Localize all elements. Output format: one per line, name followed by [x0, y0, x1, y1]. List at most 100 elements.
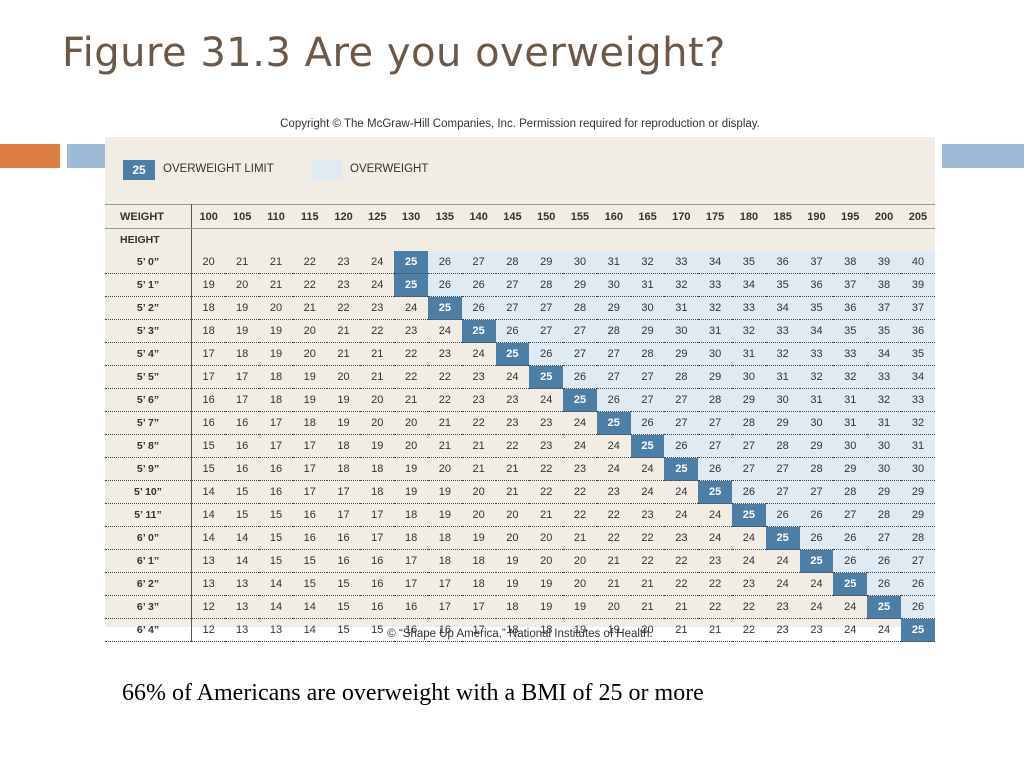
bmi-cell: 17: [259, 434, 293, 458]
table-row: 6’ 2” 13 13 14 15 15 16 17 17 18 19 19 20 21 21 22 22 23 2…: [105, 572, 935, 596]
bmi-cell: 29: [765, 411, 800, 435]
bmi-cell: 16: [360, 595, 395, 619]
bmi-cell: 34: [867, 342, 901, 366]
bmi-cell: 24: [394, 296, 428, 320]
bmi-limit-cell: 25: [596, 411, 631, 435]
table-row: 5’ 3” 18 19 19 20 21 22 23 24 25 26 27 27 28 29 30 31 32 3…: [105, 319, 935, 343]
table-row: 6’ 3” 12 13 14 14 15 16 16 17 17 18 19 19 20 21 21 22 22 2…: [105, 595, 935, 619]
bmi-cell: 19: [225, 319, 260, 343]
bmi-cell: 27: [495, 296, 530, 320]
bmi-cell: 20: [394, 411, 428, 435]
bmi-cell: 23: [765, 618, 800, 642]
bmi-cell: 22: [563, 503, 597, 527]
bmi-limit-cell: 25: [833, 572, 868, 596]
bmi-cell: 21: [563, 526, 597, 550]
bmi-cell: 20: [596, 595, 631, 619]
bmi-cell: 19: [427, 503, 462, 527]
bmi-cell: 21: [630, 595, 665, 619]
bmi-limit-cell: 25: [799, 549, 834, 573]
bmi-cell: 20: [495, 526, 530, 550]
bmi-cell: 19: [259, 342, 293, 366]
bmi-cell: 23: [596, 480, 631, 504]
bmi-cell: 19: [529, 572, 564, 596]
bmi-cell: 24: [833, 618, 868, 642]
bmi-cell: 16: [225, 411, 260, 435]
table-row: 6’ 0” 14 14 15 16 16 17 18 18 19 20 20 21 22 22 23 24 24 2…: [105, 526, 935, 550]
bmi-cell: 21: [259, 273, 293, 297]
bmi-cell: 27: [698, 411, 732, 435]
height-value: 6’ 4”: [105, 618, 192, 642]
bmi-cell: 28: [630, 342, 665, 366]
bmi-limit-cell: 25: [900, 618, 935, 642]
bmi-cell: 14: [259, 572, 293, 596]
bmi-cell: 19: [427, 480, 462, 504]
bmi-cell: 33: [765, 319, 800, 343]
bmi-cell: 31: [698, 319, 732, 343]
bmi-cell: 14: [191, 526, 226, 550]
weight-label: WEIGHT: [105, 204, 192, 229]
bmi-cell: 16: [394, 618, 428, 642]
bmi-cell: 23: [799, 618, 834, 642]
bmi-cell: 30: [596, 273, 631, 297]
bmi-cell: 20: [326, 365, 361, 389]
bmi-cell: 13: [191, 549, 226, 573]
bmi-cell: 21: [495, 457, 530, 481]
bmi-limit-cell: 25: [427, 296, 462, 320]
bmi-cell: 20: [394, 434, 428, 458]
bmi-cell: 20: [461, 480, 496, 504]
bmi-cell: 17: [225, 365, 260, 389]
bmi-cell: 20: [360, 388, 395, 412]
bmi-cell: 31: [765, 365, 800, 389]
bmi-cell: 22: [292, 273, 327, 297]
bmi-cell: 18: [495, 595, 530, 619]
bmi-cell: 23: [529, 411, 564, 435]
bmi-cell: 28: [732, 411, 766, 435]
bmi-cell: 17: [326, 503, 361, 527]
bmi-cell: 22: [427, 388, 462, 412]
bmi-cell: 22: [596, 526, 631, 550]
bmi-cell: 20: [529, 549, 564, 573]
bmi-cell: 18: [360, 480, 395, 504]
bmi-cell: 27: [495, 273, 530, 297]
bmi-cell: 12: [191, 618, 226, 642]
bmi-cell: 30: [867, 457, 901, 481]
height-value: 5’ 3”: [105, 319, 192, 343]
bmi-cell: 15: [225, 503, 260, 527]
bmi-cell: 17: [360, 526, 395, 550]
bmi-cell: 24: [360, 251, 395, 274]
bmi-cell: 39: [900, 273, 935, 297]
bmi-cell: 21: [292, 296, 327, 320]
bmi-cell: 28: [664, 365, 699, 389]
bmi-cell: 15: [292, 572, 327, 596]
bmi-cell: 32: [833, 365, 868, 389]
bmi-cell: 24: [529, 388, 564, 412]
bmi-cell: 34: [732, 273, 766, 297]
bmi-cell: 26: [596, 388, 631, 412]
bmi-cell: 21: [360, 342, 395, 366]
bmi-cell: 17: [292, 480, 327, 504]
bmi-cell: 21: [664, 595, 699, 619]
bmi-cell: 24: [765, 549, 800, 573]
bmi-limit-cell: 25: [698, 480, 732, 504]
bmi-cell: 22: [461, 411, 496, 435]
bmi-cell: 26: [867, 572, 901, 596]
bmi-cell: 23: [495, 411, 530, 435]
bmi-cell: 19: [529, 595, 564, 619]
bmi-cell: 15: [191, 457, 226, 481]
bmi-cell: 31: [867, 411, 901, 435]
bmi-cell: 24: [732, 549, 766, 573]
bmi-cell: 14: [292, 595, 327, 619]
weight-value: 130: [394, 204, 428, 229]
bmi-cell: 14: [259, 595, 293, 619]
bmi-cell: 29: [900, 480, 935, 504]
table-row: 5’ 7” 16 16 17 18 19 20 20 21 22 23 23 24 25 26 27 27 28 2…: [105, 411, 935, 435]
bmi-cell: 16: [191, 411, 226, 435]
bmi-cell: 26: [698, 457, 732, 481]
bmi-cell: 15: [225, 480, 260, 504]
bmi-cell: 34: [765, 296, 800, 320]
bmi-cell: 27: [461, 251, 496, 274]
bmi-cell: 37: [833, 273, 868, 297]
bmi-cell: 27: [664, 388, 699, 412]
bmi-cell: 18: [427, 549, 462, 573]
bmi-cell: 23: [427, 342, 462, 366]
